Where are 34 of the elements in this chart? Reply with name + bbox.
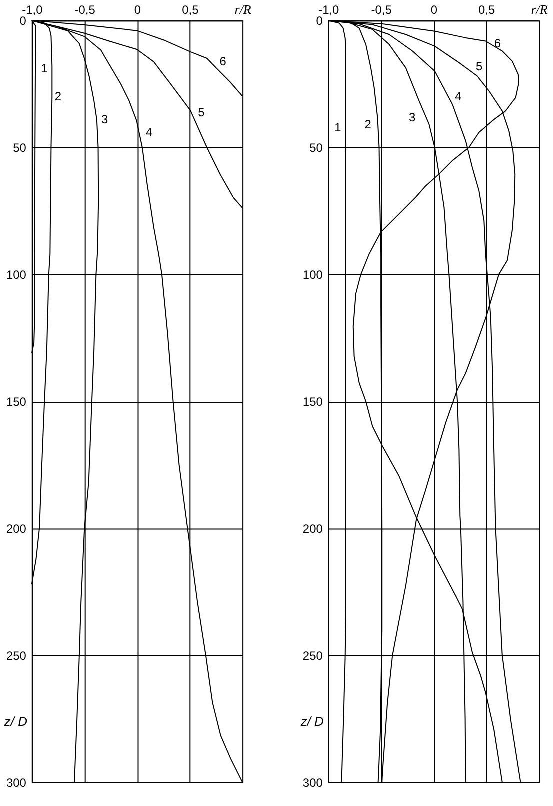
y-tick-label: 150 xyxy=(302,394,324,409)
series-label: 5 xyxy=(476,60,483,74)
series-label: 6 xyxy=(494,36,502,51)
x-axis-title: r/R xyxy=(234,2,252,18)
x-tick-label: 0,5 xyxy=(182,3,200,18)
y-tick-label: 50 xyxy=(13,141,27,156)
y-tick-label: 150 xyxy=(6,394,27,409)
y-tick-label: 250 xyxy=(302,648,324,663)
series-label: 5 xyxy=(198,106,206,120)
series-label: 2 xyxy=(364,117,372,132)
y-tick-label: 250 xyxy=(6,648,27,663)
y-tick-label: 100 xyxy=(302,268,324,282)
y-tick-label: 200 xyxy=(302,522,324,536)
x-tick-label: -0,5 xyxy=(74,3,96,18)
x-tick-label: -0,5 xyxy=(371,3,392,18)
y-axis-title: z/ D xyxy=(300,714,324,729)
x-tick-label: 0 xyxy=(134,3,142,18)
y-axis-title: z/ D xyxy=(3,714,28,729)
y-tick-label: 50 xyxy=(310,141,324,156)
y-tick-label: 200 xyxy=(6,522,27,536)
y-tick-label: 100 xyxy=(6,268,27,282)
series-label: 4 xyxy=(146,125,153,140)
series-label: 1 xyxy=(41,62,48,76)
x-tick-label: 0 xyxy=(430,3,438,18)
series-label: 6 xyxy=(220,54,227,69)
x-axis-title: r/R xyxy=(531,2,548,18)
y-tick-label: 300 xyxy=(6,776,27,790)
series-label: 1 xyxy=(334,120,342,134)
series-label: 3 xyxy=(102,112,109,126)
x-tick-label: 0,5 xyxy=(478,3,496,18)
y-tick-label: 300 xyxy=(302,776,324,790)
series-label: 2 xyxy=(54,90,62,104)
series-label: 3 xyxy=(408,110,416,124)
series-label: 4 xyxy=(455,90,462,104)
